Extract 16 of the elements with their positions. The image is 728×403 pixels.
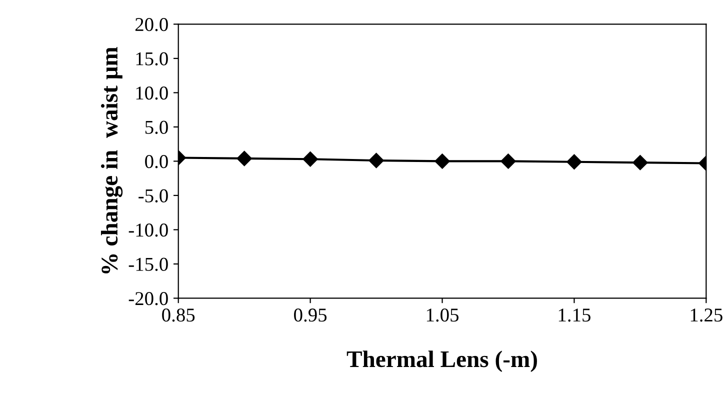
x-tick-label: 1.15 [558, 308, 590, 322]
y-tick-label: 5.0 [145, 120, 168, 134]
y-tick-label: 0.0 [145, 155, 168, 168]
x-tick-label: 0.95 [294, 308, 327, 322]
x-axis-title: Thermal Lens (-m) [346, 350, 537, 372]
y-axis-title: % change in waist μm [100, 47, 123, 274]
y-tick-label: 15.0 [136, 52, 168, 66]
y-tick-label: -10.0 [128, 224, 168, 237]
y-tick-label: -20.0 [128, 292, 168, 306]
x-tick-label: 0.85 [162, 308, 195, 322]
x-tick-label: 1.05 [426, 308, 459, 322]
y-tick-label: 20.0 [135, 18, 168, 32]
y-tick-label: -5.0 [138, 189, 168, 202]
y-tick-label: -15.0 [128, 258, 168, 271]
y-tick-label: 10.0 [136, 86, 168, 100]
x-tick-label: 1.25 [690, 308, 722, 322]
